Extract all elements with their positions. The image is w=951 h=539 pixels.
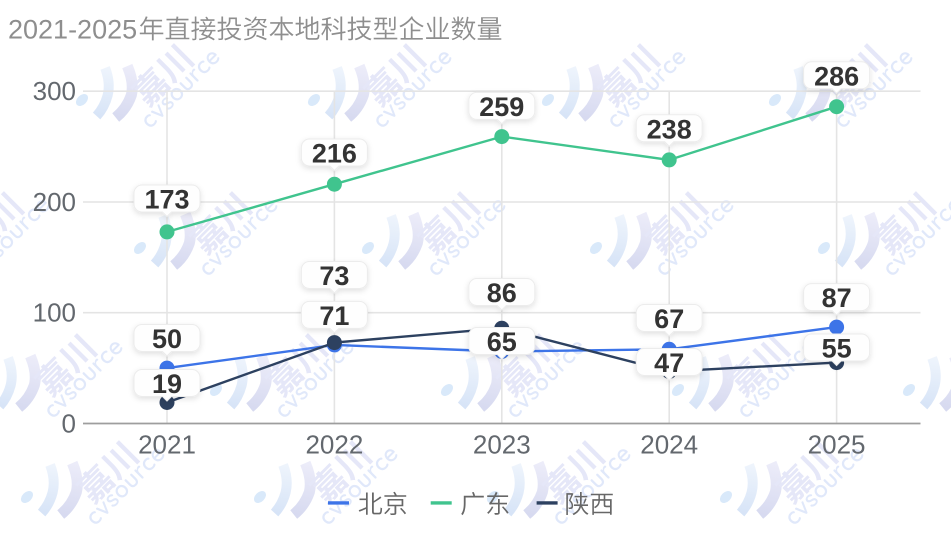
- svg-text:200: 200: [33, 187, 76, 217]
- svg-text:71: 71: [319, 301, 349, 331]
- svg-text:173: 173: [144, 185, 189, 215]
- svg-text:2021: 2021: [138, 429, 196, 459]
- svg-text:238: 238: [647, 114, 692, 144]
- svg-text:47: 47: [654, 348, 684, 378]
- svg-text:286: 286: [814, 61, 859, 91]
- svg-text:55: 55: [822, 334, 852, 364]
- svg-text:2025: 2025: [808, 429, 866, 459]
- svg-text:300: 300: [33, 76, 76, 106]
- svg-text:67: 67: [654, 304, 684, 334]
- svg-text:216: 216: [312, 139, 357, 169]
- svg-text:19: 19: [152, 369, 182, 399]
- svg-text:50: 50: [152, 324, 182, 354]
- svg-text:73: 73: [319, 261, 349, 291]
- svg-text:2024: 2024: [640, 429, 698, 459]
- svg-text:259: 259: [479, 92, 524, 122]
- svg-text:0: 0: [62, 409, 76, 439]
- svg-text:86: 86: [487, 278, 517, 308]
- svg-text:2021-2025: 2021-2025: [8, 14, 137, 44]
- svg-text:2023: 2023: [473, 429, 531, 459]
- svg-text:100: 100: [33, 298, 76, 328]
- svg-text:87: 87: [822, 283, 852, 313]
- svg-text:2022: 2022: [305, 429, 363, 459]
- svg-text:65: 65: [487, 327, 517, 357]
